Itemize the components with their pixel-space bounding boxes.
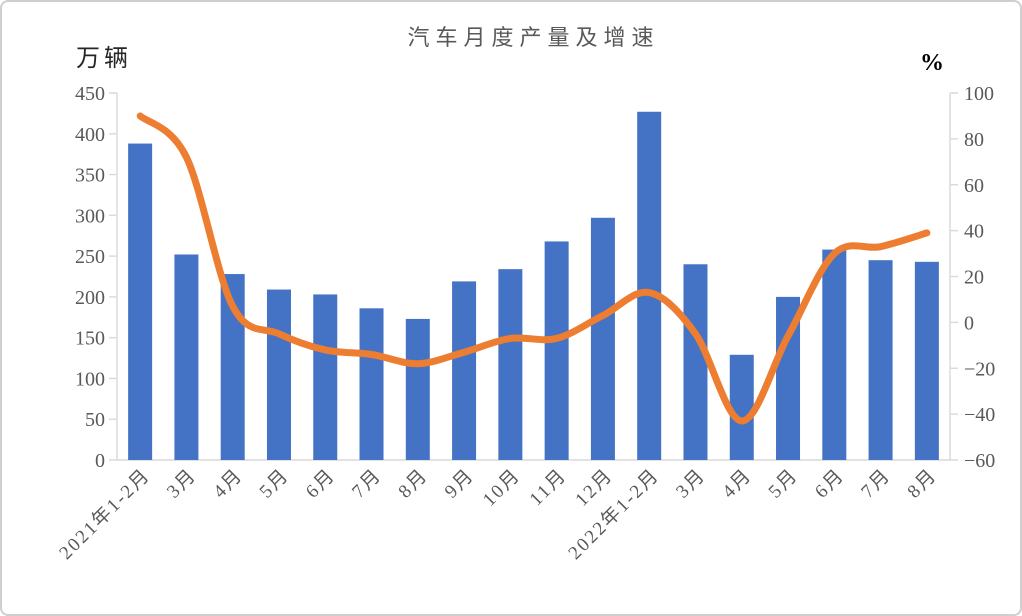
right-axis-tick-label: −40: [964, 404, 995, 426]
right-axis-unit-label: %: [920, 50, 944, 76]
production-bar: [683, 264, 708, 460]
x-axis-category-label: 6月: [302, 465, 340, 503]
x-axis-category-label: 3月: [163, 465, 201, 503]
x-axis-category-label: 7月: [348, 465, 386, 503]
left-axis-tick-label: 0: [95, 450, 105, 472]
x-axis-category-label: 5月: [765, 465, 803, 503]
left-axis-tick-label: 300: [75, 205, 105, 227]
x-axis-category-label: 9月: [441, 465, 479, 503]
left-axis-tick-label: 250: [75, 246, 105, 268]
production-bar: [405, 318, 430, 460]
production-bar: [544, 241, 569, 460]
x-axis-category-label: 10月: [479, 465, 525, 511]
production-bar: [822, 249, 847, 460]
left-axis-tick-label: 100: [75, 368, 105, 390]
x-axis-category-label: 4月: [209, 465, 247, 503]
left-axis-tick-label: 150: [75, 328, 105, 350]
production-bar: [313, 294, 338, 460]
left-axis-tick-label: 200: [75, 287, 105, 309]
right-axis-tick-label: 100: [964, 83, 994, 105]
left-axis-tick-label: 400: [75, 124, 105, 146]
production-bar: [498, 269, 523, 460]
x-axis-category-label: 5月: [256, 465, 294, 503]
left-axis-tick-label: 450: [75, 83, 105, 105]
x-axis-category-label: 8月: [904, 465, 942, 503]
x-axis-category-label: 4月: [718, 465, 756, 503]
production-bar: [729, 354, 754, 460]
production-bar: [128, 143, 153, 460]
chart-title: 汽车月度产量及增速: [407, 25, 660, 50]
production-bar: [174, 254, 199, 460]
production-bar: [914, 261, 939, 460]
left-axis-unit-label: 万辆: [76, 46, 132, 72]
production-bar: [590, 217, 615, 460]
right-axis-tick-label: 80: [964, 129, 984, 151]
right-axis-tick-label: 0: [964, 312, 974, 334]
x-axis-category-label: 2021年1-2月: [55, 464, 155, 564]
right-axis-tick-label: −20: [964, 358, 995, 380]
x-axis-category-label: 8月: [394, 465, 432, 503]
left-axis-tick-label: 50: [85, 409, 105, 431]
right-axis-tick-label: 60: [964, 175, 984, 197]
right-axis-tick-label: 40: [964, 221, 984, 243]
right-axis-tick-label: −60: [964, 450, 995, 472]
x-axis-category-label: 11月: [526, 465, 571, 510]
right-axis-tick-label: 20: [964, 267, 984, 289]
production-bar: [266, 289, 291, 460]
production-bar: [359, 308, 384, 460]
growth-rate-line: [136, 112, 931, 425]
production-bar: [637, 111, 662, 460]
x-axis-category-label: 3月: [672, 465, 710, 503]
production-bar: [452, 281, 477, 460]
production-bar: [868, 260, 893, 460]
x-axis-category-label: 6月: [811, 465, 849, 503]
x-axis-category-label: 7月: [857, 465, 895, 503]
left-axis-tick-label: 350: [75, 165, 105, 187]
